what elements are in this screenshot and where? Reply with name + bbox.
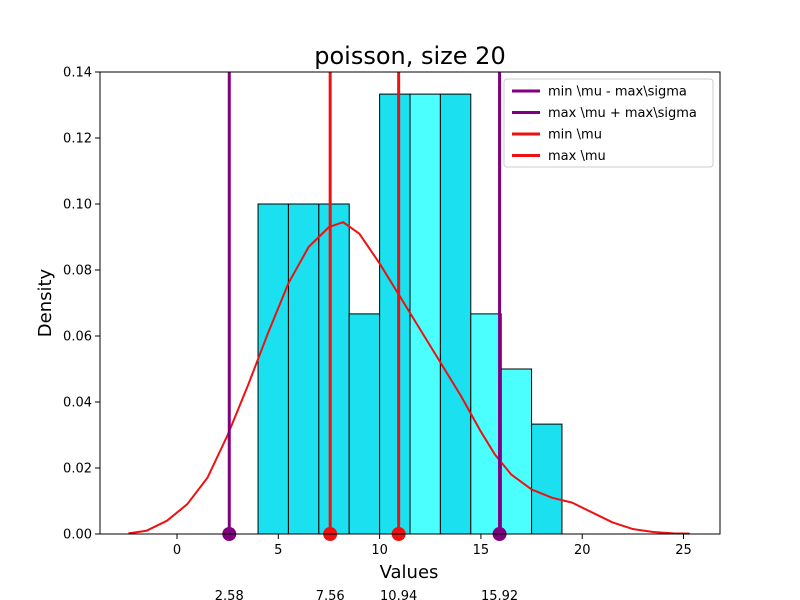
y-axis-label: Density (35, 268, 56, 337)
axes-frame (99, 71, 721, 535)
vline-value-label: 15.92 (481, 589, 518, 600)
x-axis: 0 5 10 15 20 25 (173, 534, 692, 558)
histogram-bar (348, 313, 381, 535)
legend: min \mu - max\sigma max \mu + max\sigma mi… (503, 78, 714, 168)
y-tick-label: 0.06 (63, 330, 92, 345)
x-tick-label: 20 (574, 543, 591, 558)
x-tick-label: 15 (473, 543, 490, 558)
x-axis-label: Values (380, 562, 439, 583)
y-axis: 0.00 0.02 0.04 0.06 0.08 0.10 0.12 0.14 (63, 66, 100, 543)
x-tick-label: 5 (274, 543, 282, 558)
y-tick-label: 0.00 (63, 528, 92, 543)
histogram-bar (318, 203, 350, 535)
histogram-bar (379, 93, 411, 535)
legend-entry: max \mu (548, 149, 606, 164)
legend-box (503, 78, 714, 168)
x-tick-label: 25 (675, 543, 692, 558)
y-tick-label: 0.10 (63, 198, 92, 213)
y-tick-label: 0.04 (63, 396, 92, 411)
x-tick-label: 10 (371, 543, 388, 558)
y-tick-label: 0.12 (63, 132, 92, 147)
x-tick-label: 0 (173, 543, 181, 558)
y-tick-label: 0.02 (63, 462, 92, 477)
legend-entry: max \mu + max\sigma (548, 106, 697, 121)
histogram-bar (439, 93, 472, 535)
vline-value-label: 7.56 (316, 589, 345, 600)
vline-value-labels: 2.58 15.92 7.56 10.94 (215, 589, 518, 600)
histogram-bar (531, 423, 563, 535)
histogram-bar (257, 203, 289, 535)
kde-curve (128, 221, 690, 535)
histogram-bar (409, 93, 441, 535)
histogram-bar (500, 368, 533, 535)
axes-border (99, 71, 721, 535)
vline-value-label: 2.58 (215, 589, 244, 600)
vline-value-label: 10.94 (380, 589, 417, 600)
y-tick-label: 0.14 (63, 66, 92, 81)
legend-entry: min \mu - max\sigma (548, 85, 687, 100)
legend-entry: min \mu (548, 128, 602, 143)
y-tick-label: 0.08 (63, 264, 92, 279)
histogram-bar (287, 203, 320, 535)
chart-title: poisson, size 20 (314, 42, 505, 70)
histogram-bar (470, 313, 502, 535)
plot-area (128, 72, 690, 541)
